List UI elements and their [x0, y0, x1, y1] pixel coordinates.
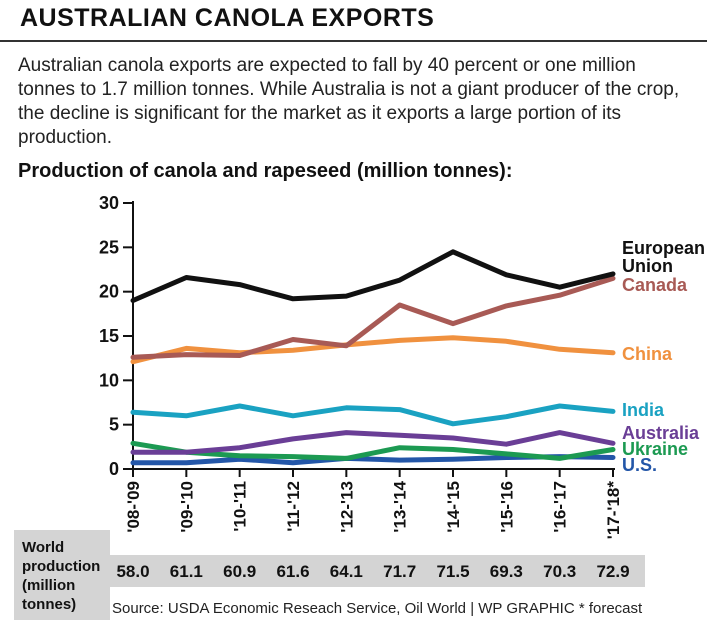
x-tick-label: '15-'16 [497, 481, 516, 533]
x-tick-label: '16-'17 [551, 481, 570, 533]
x-tick-label: '11-'12 [284, 481, 303, 532]
legend-label: Ukraine [622, 439, 688, 459]
world-production-value: 71.5 [436, 562, 470, 581]
y-tick-label: 10 [99, 370, 119, 390]
world-production-value: 61.1 [169, 562, 203, 581]
line-chart: 0 5 10 15 20 25 30 '08-'09 '09-'10 '10-'11 '11-'1… [99, 193, 705, 540]
legend-label: India [622, 400, 665, 420]
world-production-value: 60.9 [223, 562, 257, 581]
world-production-value: 71.7 [383, 562, 417, 581]
source-note: Source: USDA Economic Reseach Service, O… [112, 600, 643, 617]
x-tick-label: '10-'11 [231, 481, 250, 532]
series-line-australia [130, 430, 616, 455]
y-tick-label: 25 [99, 237, 119, 257]
world-production-value: 64.1 [329, 562, 363, 581]
world-production-value: 58.0 [116, 562, 150, 581]
y-tick-label: 0 [109, 459, 119, 479]
legend-label: U.S. [622, 455, 657, 475]
legend-label: European Union [622, 238, 705, 276]
x-axis: '08-'09 '09-'10 '10-'11 '11-'12 '12-'13 '13-'… [124, 468, 623, 540]
series-line-ukraine [130, 440, 616, 461]
series-line-european-union [130, 249, 616, 303]
x-tick-label: '09-'10 [177, 481, 196, 533]
world-production-strip [110, 555, 645, 587]
world-production-value: 70.3 [543, 562, 577, 581]
title-divider [0, 40, 707, 42]
legend-label: China [622, 344, 673, 364]
x-tick-label: '14-'15 [444, 481, 463, 533]
legend-label: Australia [622, 423, 700, 443]
x-tick-label: '12-'13 [337, 481, 356, 533]
y-tick-label: 20 [99, 282, 119, 302]
y-tick-label: 5 [109, 415, 119, 435]
series-line-canada [130, 275, 616, 360]
world-production-value: 61.6 [276, 562, 310, 581]
series-line-india [130, 403, 616, 427]
page-title: AUSTRALIAN CANOLA EXPORTS [20, 4, 435, 32]
y-tick-label: 15 [99, 326, 119, 346]
y-tick-label: 30 [99, 193, 119, 213]
world-production-label: World production (million tonnes) [22, 539, 101, 613]
world-production-label-box [14, 530, 110, 620]
x-tick-label: '13-'14 [391, 480, 410, 532]
world-production-value: 72.9 [596, 562, 630, 581]
chart-description: Australian canola exports are expected t… [18, 55, 680, 148]
chart-title: Production of canola and rapeseed (milli… [18, 160, 513, 182]
world-production-value: 69.3 [489, 562, 523, 581]
series-lines [130, 249, 616, 466]
y-axis: 0 5 10 15 20 25 30 [99, 193, 134, 479]
x-tick-label: '08-'09 [124, 481, 143, 533]
x-tick-label: '17-'18* [604, 481, 623, 540]
series-line-china [130, 335, 616, 365]
legend-label: Canada [622, 275, 688, 295]
